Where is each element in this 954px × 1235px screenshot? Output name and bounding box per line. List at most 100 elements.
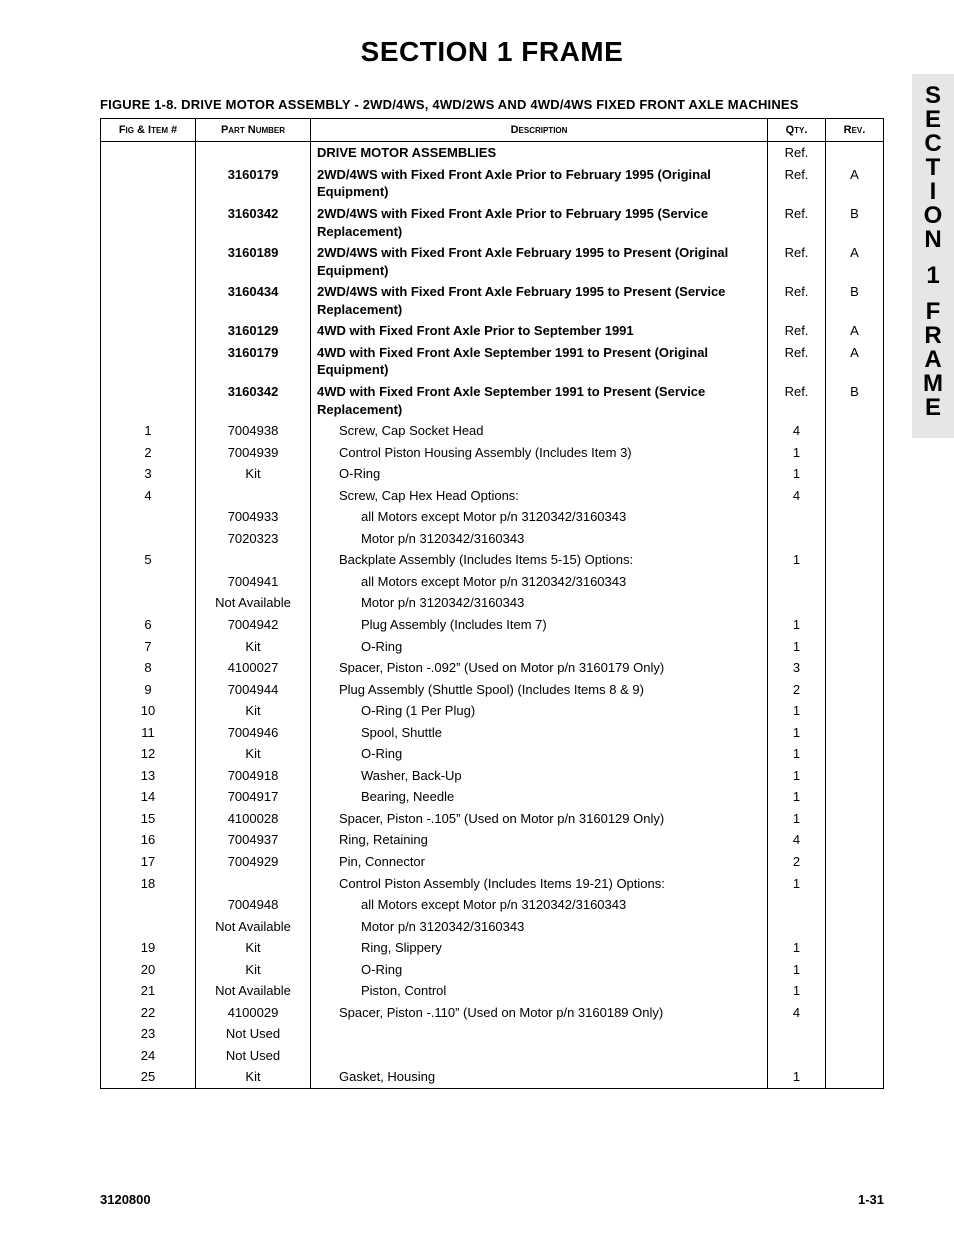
cell-part: 3160434: [196, 281, 311, 320]
table-row: 20KitO-Ring1: [101, 959, 884, 981]
cell-item: 12: [101, 743, 196, 765]
side-tab-letter: T: [912, 156, 954, 180]
cell-desc: Bearing, Needle: [311, 786, 768, 808]
side-tab-letter: A: [912, 348, 954, 372]
cell-part: 3160179: [196, 342, 311, 381]
cell-part: 7004941: [196, 571, 311, 593]
cell-part: Kit: [196, 959, 311, 981]
cell-part: Kit: [196, 463, 311, 485]
cell-qty: 1: [768, 808, 826, 830]
cell-qty: 1: [768, 700, 826, 722]
table-row: 10KitO-Ring (1 Per Plug)1: [101, 700, 884, 722]
table-row: 3KitO-Ring1: [101, 463, 884, 485]
cell-desc: Motor p/n 3120342/3160343: [311, 528, 768, 550]
cell-rev: [826, 549, 884, 571]
cell-rev: [826, 786, 884, 808]
cell-rev: [826, 916, 884, 938]
cell-item: 18: [101, 873, 196, 895]
cell-qty: [768, 506, 826, 528]
table-row: 24Not Used: [101, 1045, 884, 1067]
cell-qty: 1: [768, 873, 826, 895]
cell-item: 16: [101, 829, 196, 851]
cell-rev: [826, 614, 884, 636]
table-row: DRIVE MOTOR ASSEMBLIESRef.: [101, 142, 884, 164]
cell-part: Kit: [196, 636, 311, 658]
table-row: 17004938Screw, Cap Socket Head4: [101, 420, 884, 442]
table-row: 25KitGasket, Housing1: [101, 1066, 884, 1088]
header-item: Fig & Item #: [101, 118, 196, 142]
side-tab-letter: S: [912, 84, 954, 108]
table-row: 117004946Spool, Shuttle1: [101, 722, 884, 744]
cell-part: 7004937: [196, 829, 311, 851]
cell-part: 7004917: [196, 786, 311, 808]
table-row: 177004929Pin, Connector2: [101, 851, 884, 873]
table-row: 97004944Plug Assembly (Shuttle Spool) (I…: [101, 679, 884, 701]
cell-rev: A: [826, 242, 884, 281]
cell-part: Not Available: [196, 916, 311, 938]
cell-item: 24: [101, 1045, 196, 1067]
header-desc: Description: [311, 118, 768, 142]
side-tab-letter: I: [912, 180, 954, 204]
cell-part: [196, 142, 311, 164]
cell-part: 7004939: [196, 442, 311, 464]
cell-desc: Control Piston Assembly (Includes Items …: [311, 873, 768, 895]
table-row: 84100027Spacer, Piston -.092” (Used on M…: [101, 657, 884, 679]
cell-part: 7004948: [196, 894, 311, 916]
footer-right: 1-31: [858, 1192, 884, 1207]
cell-qty: [768, 916, 826, 938]
table-row: 27004939Control Piston Housing Assembly …: [101, 442, 884, 464]
cell-desc: O-Ring: [311, 743, 768, 765]
cell-rev: [826, 829, 884, 851]
cell-rev: [826, 851, 884, 873]
cell-part: 3160189: [196, 242, 311, 281]
cell-desc: Ring, Retaining: [311, 829, 768, 851]
cell-qty: Ref.: [768, 342, 826, 381]
cell-part: 4100028: [196, 808, 311, 830]
cell-desc: O-Ring (1 Per Plug): [311, 700, 768, 722]
cell-qty: 1: [768, 937, 826, 959]
cell-item: 21: [101, 980, 196, 1002]
cell-part: 7004938: [196, 420, 311, 442]
table-row: 31601794WD with Fixed Front Axle Septemb…: [101, 342, 884, 381]
figure-title: FIGURE 1-8. DRIVE MOTOR ASSEMBLY - 2WD/4…: [100, 96, 884, 114]
cell-rev: [826, 980, 884, 1002]
cell-desc: Backplate Assembly (Includes Items 5-15)…: [311, 549, 768, 571]
cell-desc: Spacer, Piston -.105” (Used on Motor p/n…: [311, 808, 768, 830]
table-row: 7004933all Motors except Motor p/n 31203…: [101, 506, 884, 528]
cell-part: Kit: [196, 937, 311, 959]
cell-qty: [768, 1023, 826, 1045]
table-row: 4Screw, Cap Hex Head Options:4: [101, 485, 884, 507]
cell-rev: [826, 765, 884, 787]
cell-rev: A: [826, 320, 884, 342]
cell-rev: B: [826, 281, 884, 320]
cell-desc: Washer, Back-Up: [311, 765, 768, 787]
main-title: SECTION 1 FRAME: [100, 36, 884, 68]
cell-rev: [826, 1002, 884, 1024]
page: SECTION1FRAME SECTION 1 FRAME FIGURE 1-8…: [0, 0, 954, 1235]
cell-desc: O-Ring: [311, 636, 768, 658]
cell-item: 15: [101, 808, 196, 830]
cell-part: 3160129: [196, 320, 311, 342]
cell-rev: [826, 1045, 884, 1067]
cell-qty: [768, 894, 826, 916]
cell-desc: Control Piston Housing Assembly (Include…: [311, 442, 768, 464]
side-tab-letter: R: [912, 324, 954, 348]
cell-qty: [768, 592, 826, 614]
cell-qty: Ref.: [768, 242, 826, 281]
table-row: 7KitO-Ring1: [101, 636, 884, 658]
cell-desc: all Motors except Motor p/n 3120342/3160…: [311, 506, 768, 528]
footer-left: 3120800: [100, 1192, 151, 1207]
cell-item: 1: [101, 420, 196, 442]
cell-rev: [826, 506, 884, 528]
side-tab-letter: E: [912, 396, 954, 420]
cell-rev: B: [826, 203, 884, 242]
side-tab-letter: C: [912, 132, 954, 156]
table-row: 67004942Plug Assembly (Includes Item 7)1: [101, 614, 884, 636]
cell-desc: 2WD/4WS with Fixed Front Axle February 1…: [311, 242, 768, 281]
table-row: 7020323Motor p/n 3120342/3160343: [101, 528, 884, 550]
cell-qty: 1: [768, 765, 826, 787]
cell-part: Not Available: [196, 980, 311, 1002]
cell-part: Not Used: [196, 1045, 311, 1067]
cell-rev: [826, 937, 884, 959]
cell-item: 19: [101, 937, 196, 959]
